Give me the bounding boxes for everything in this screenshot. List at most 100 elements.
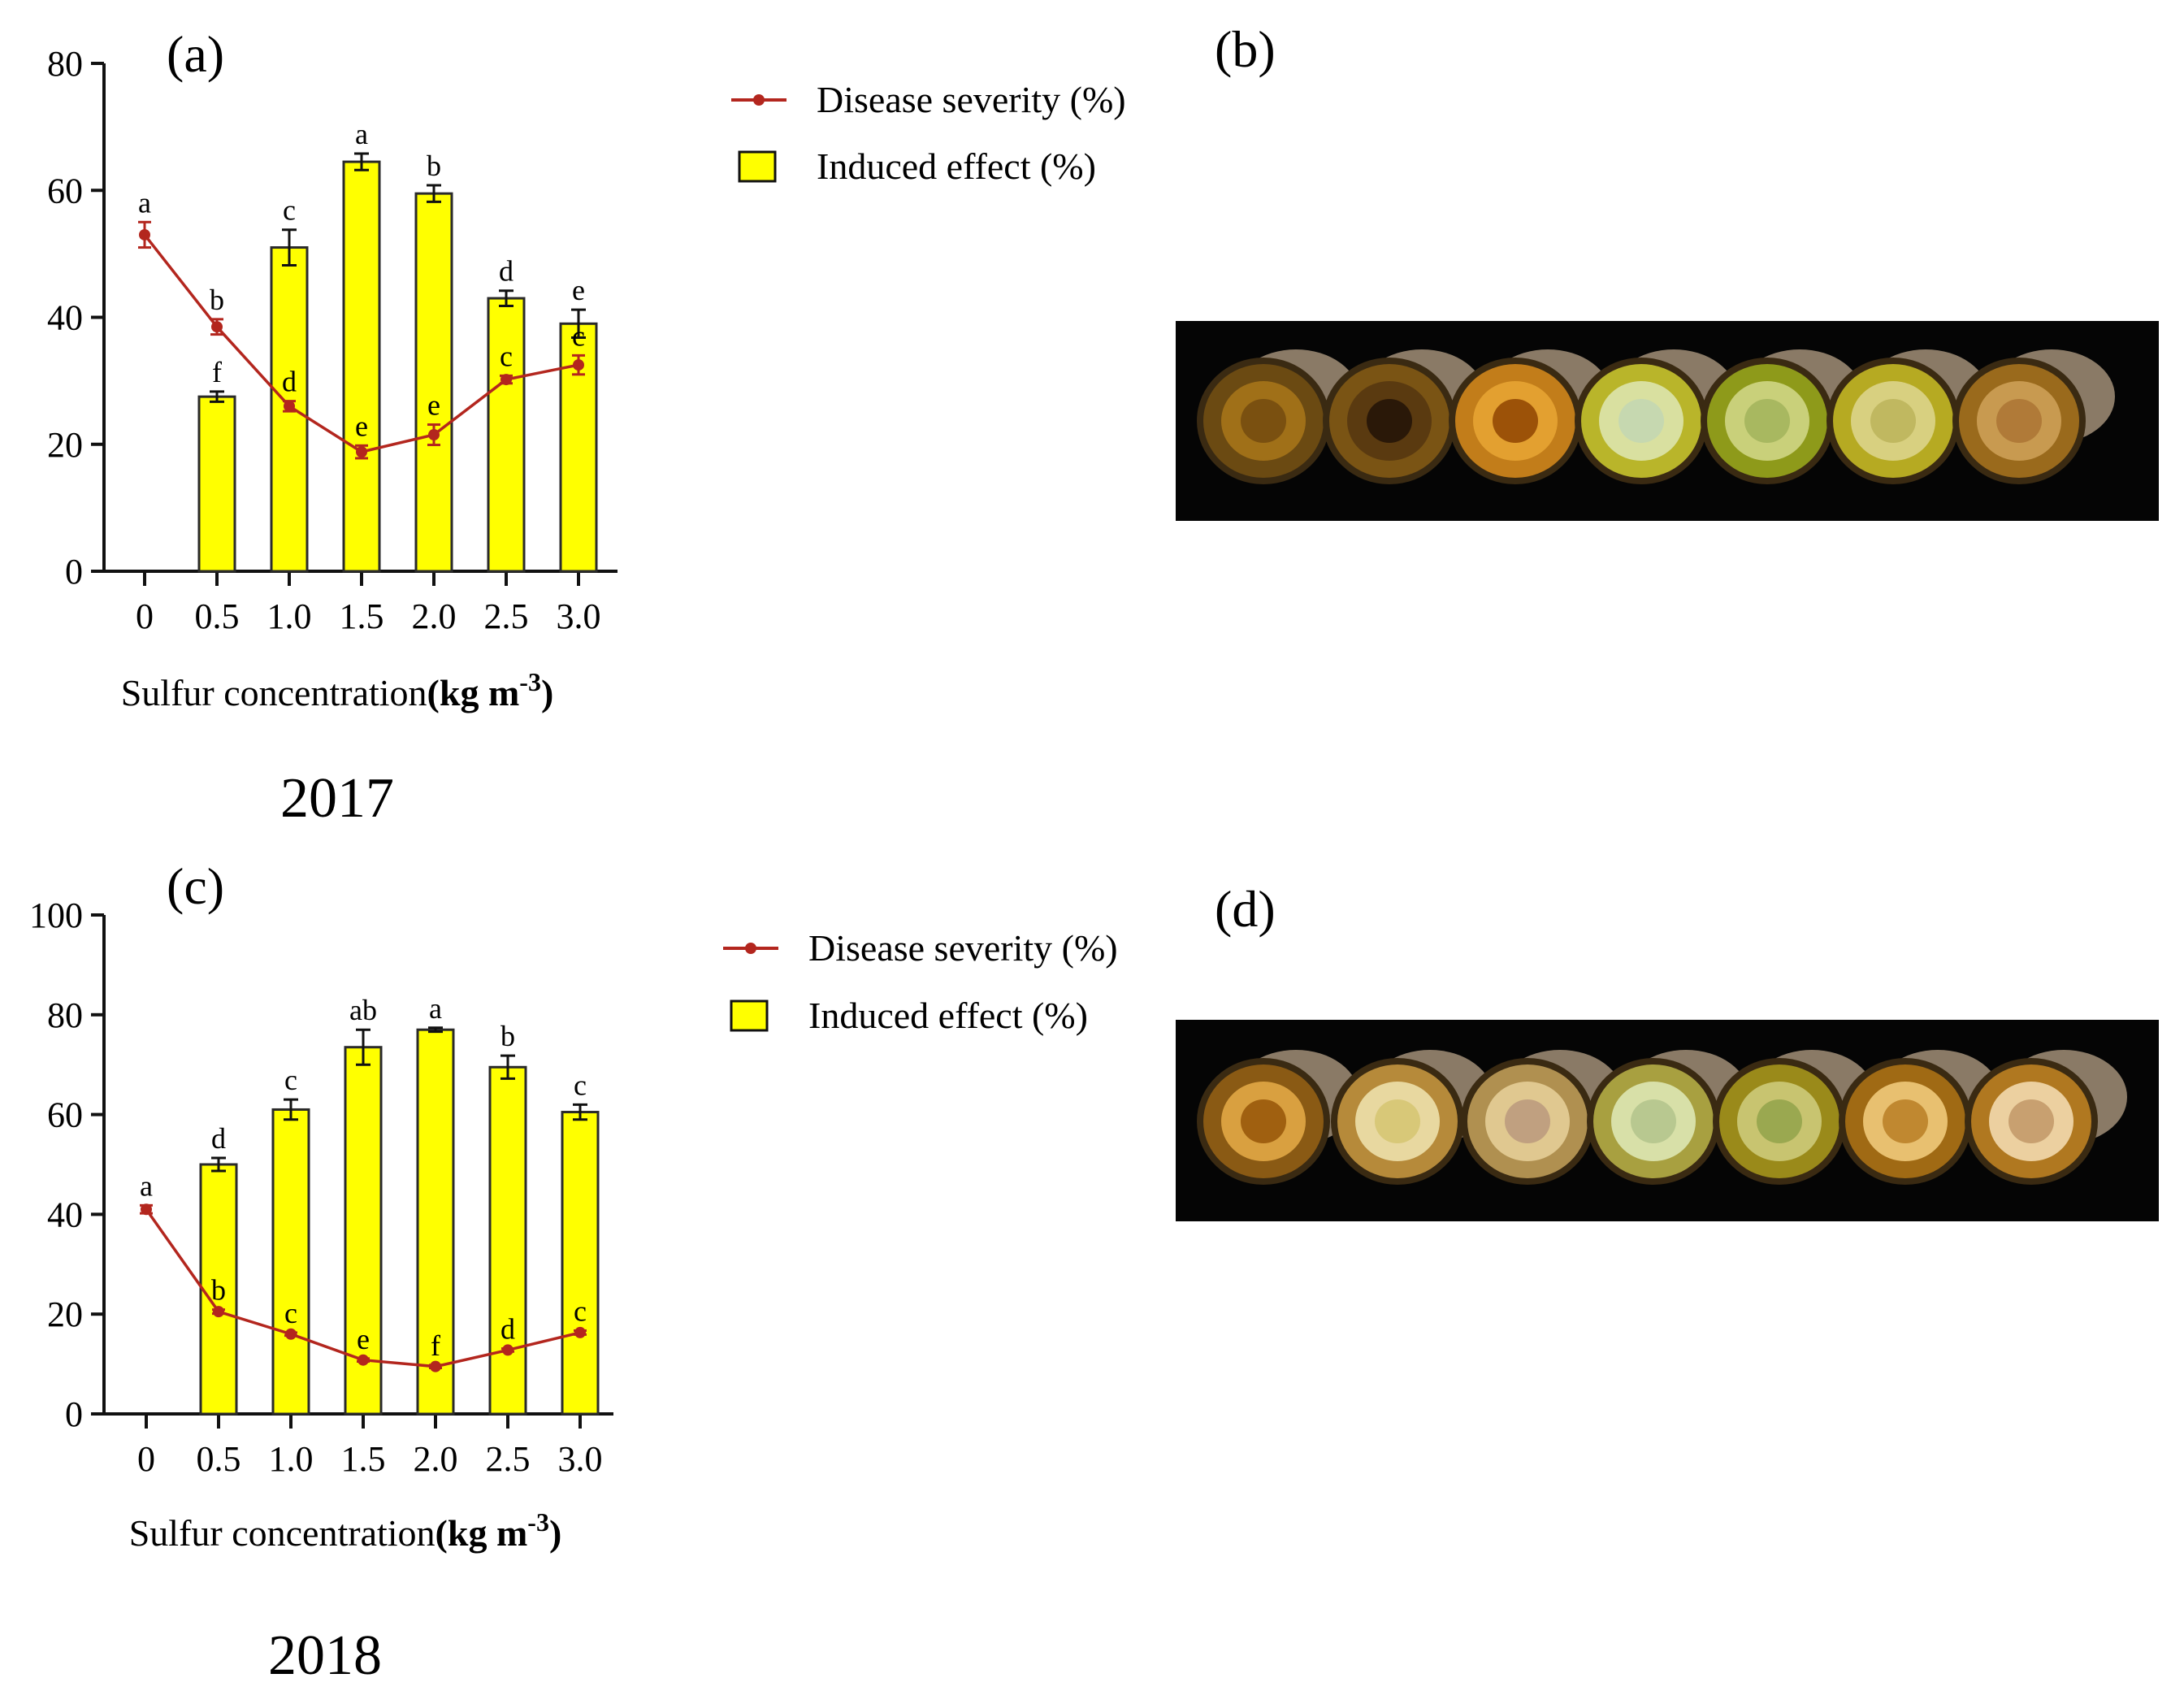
legend-induced-effect-a: Induced effect (%) (817, 145, 1096, 187)
line-point-disease-severity (285, 1328, 297, 1340)
stem-pith (2008, 1099, 2054, 1143)
year-label-2017: 2017 (280, 767, 394, 830)
bar-significance-letter: d (499, 255, 514, 288)
line-significance-letter: f (431, 1329, 440, 1362)
panel-letter-c: (c) (167, 857, 224, 915)
x-tick-label: 1.0 (267, 596, 312, 636)
bar-significance-letter: c (283, 194, 296, 227)
line-point-disease-severity (573, 359, 584, 371)
line-point-disease-severity (428, 429, 440, 441)
y-tick-label: 40 (47, 1195, 83, 1234)
stem-pith (1493, 399, 1538, 443)
x-tick-label: 3.0 (557, 596, 601, 636)
year-label-2018: 2018 (268, 1624, 382, 1687)
stem-pith (1631, 1099, 1676, 1143)
bar-significance-letter: ab (349, 994, 377, 1026)
line-point-disease-severity (502, 1344, 514, 1356)
bar-significance-letter: b (427, 150, 441, 182)
line-point-disease-severity (430, 1360, 441, 1372)
bar-induced-effect (487, 297, 526, 573)
line-significance-letter: e (357, 1323, 370, 1355)
stem-pith (1870, 399, 1916, 443)
y-tick-label: 100 (29, 895, 83, 935)
x-tick-label: 0.5 (197, 1439, 241, 1479)
line-significance-letter: b (211, 1274, 226, 1307)
panel-letter-b: (b) (1215, 20, 1276, 78)
bar-significance-letter: c (574, 1069, 587, 1101)
bar-induced-effect (197, 395, 236, 573)
stem-pith (1996, 399, 2042, 443)
x-tick-label: 0.5 (195, 596, 240, 636)
line-significance-letter: a (140, 1169, 153, 1202)
stem-pith (1883, 1099, 1928, 1143)
x-tick-label: 0 (137, 1439, 155, 1479)
line-significance-letter: e (355, 410, 368, 442)
bar-induced-effect (414, 192, 453, 573)
line-significance-letter: c (574, 1294, 587, 1327)
panel-d: (d) (1176, 880, 2159, 1221)
stem-pith (1241, 399, 1286, 443)
legend-induced-effect-c: Induced effect (%) (808, 995, 1088, 1036)
stem-pith (1744, 399, 1790, 443)
panel-letter-d: (d) (1215, 880, 1276, 938)
y-tick-label: 60 (47, 1095, 83, 1135)
stem-pith (1505, 1099, 1550, 1143)
y-tick-label: 80 (47, 995, 83, 1035)
legend-line-marker-c (745, 943, 756, 954)
x-tick-label: 2.5 (484, 596, 529, 636)
bar-significance-letter: a (429, 992, 442, 1025)
bar-induced-effect (199, 1163, 238, 1416)
bar-significance-letter: c (284, 1064, 297, 1096)
bar-induced-effect (270, 246, 309, 573)
line-significance-letter: d (282, 366, 297, 398)
bar-significance-letter: d (211, 1122, 226, 1155)
x-tick-label: 1.5 (340, 596, 384, 636)
panel-b: (b) (1176, 20, 2159, 521)
legend-line-marker-a (753, 94, 765, 106)
bar-induced-effect (344, 1046, 383, 1416)
line-point-disease-severity (284, 400, 295, 412)
y-tick-label: 0 (65, 552, 83, 592)
line-point-disease-severity (574, 1326, 586, 1338)
bar-significance-letter: a (355, 118, 368, 150)
y-tick-label: 40 (47, 298, 83, 338)
x-tick-label: 2.0 (414, 1439, 458, 1479)
x-tick-label: 0 (136, 596, 154, 636)
stem-pith (1618, 399, 1664, 443)
line-significance-letter: c (284, 1297, 297, 1329)
y-tick-label: 80 (47, 44, 83, 84)
y-tick-label: 20 (47, 1294, 83, 1334)
line-point-disease-severity (356, 446, 367, 458)
y-tick-label: 20 (47, 425, 83, 465)
line-significance-letter: c (572, 319, 585, 352)
y-tick-label: 60 (47, 171, 83, 210)
stem-pith (1367, 399, 1412, 443)
line-point-disease-severity (358, 1354, 369, 1366)
stem-pith (1757, 1099, 1802, 1143)
photo-b-stem-sections (1197, 349, 2115, 484)
legend-disease-severity-c: Disease severity (%) (808, 927, 1118, 969)
bar-induced-effect (561, 1111, 600, 1416)
line-significance-letter: d (500, 1313, 515, 1346)
line-point-disease-severity (139, 228, 150, 241)
bar-significance-letter: b (500, 1020, 515, 1052)
x-tick-label: 2.0 (412, 596, 457, 636)
line-point-disease-severity (500, 374, 512, 386)
stem-pith (1375, 1099, 1420, 1143)
bar-induced-effect (342, 160, 381, 573)
panel-letter-a: (a) (167, 25, 224, 83)
line-significance-letter: e (427, 389, 440, 422)
legend-bar-swatch-a (738, 150, 777, 183)
legend-bar-swatch-c (730, 999, 769, 1032)
x-tick-label: 1.0 (269, 1439, 314, 1479)
bar-induced-effect (271, 1108, 310, 1416)
line-significance-letter: b (210, 284, 224, 316)
legend-c: Disease severity (%) Induced effect (%) (723, 927, 1118, 1036)
bar-significance-letter: f (212, 356, 222, 388)
x-tick-label: 3.0 (558, 1439, 603, 1479)
